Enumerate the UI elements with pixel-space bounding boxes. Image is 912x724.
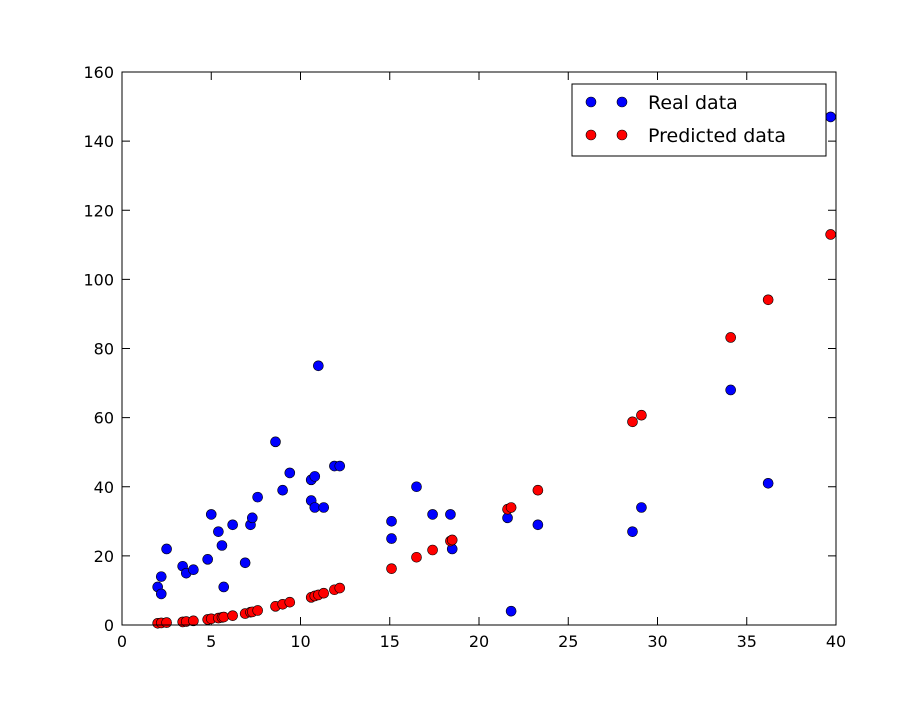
- predicted-data-point: [532, 484, 544, 496]
- legend-box: [571, 83, 827, 157]
- predicted-data-point: [725, 332, 736, 343]
- real-data-point: [762, 477, 774, 489]
- predicted-data-point: [627, 416, 638, 428]
- predicted-data-point: [411, 551, 422, 563]
- y-tick-label: 140: [83, 132, 114, 151]
- predicted-data-point: [825, 229, 836, 240]
- real-data-point: [161, 543, 172, 555]
- y-tick-label: 20: [94, 547, 114, 566]
- real-data-point: [636, 502, 647, 513]
- real-data-point: [532, 519, 544, 531]
- predicted-data-point: [227, 610, 238, 621]
- predicted-data-point: [386, 563, 397, 574]
- real-data-point: [213, 526, 224, 537]
- x-tick-label: 0: [117, 632, 127, 651]
- legend: Real data Predicted data: [571, 83, 827, 157]
- x-tick-label: 15: [380, 632, 400, 651]
- real-data-point: [825, 111, 836, 123]
- predicted-data-point: [636, 409, 647, 421]
- x-tick-label: 30: [647, 632, 667, 651]
- real-data-point: [386, 516, 397, 527]
- predicted-data-point: [318, 587, 330, 599]
- predicted-data-point: [334, 582, 346, 594]
- predicted-data-point: [427, 544, 438, 556]
- predicted-data-point: [505, 502, 517, 513]
- real-data-point: [247, 512, 258, 524]
- real-data-point: [427, 509, 438, 520]
- real-data-point: [411, 481, 422, 493]
- real-data-point: [277, 484, 288, 496]
- axis-ticks: 0 5 10 15 20 25 30 35 40 0 20 40 60 80 100 120 140 160: [83, 63, 846, 651]
- x-tick-label: 35: [737, 632, 757, 651]
- legend-marker-real-1: [585, 96, 597, 108]
- real-data-point: [284, 467, 296, 479]
- data-points: [152, 111, 836, 629]
- series-real-data: [152, 111, 836, 617]
- real-data-point: [386, 533, 397, 544]
- real-data-point: [725, 384, 736, 396]
- predicted-data-point: [446, 534, 458, 546]
- y-tick-label: 40: [94, 478, 114, 497]
- real-data-point: [270, 436, 281, 448]
- real-data-point: [252, 491, 263, 503]
- x-tick-label: 10: [290, 632, 310, 651]
- legend-marker-predicted-2: [616, 129, 628, 141]
- real-data-point: [334, 460, 346, 472]
- predicted-data-point: [188, 615, 199, 627]
- legend-entry-real: Real data: [585, 92, 738, 114]
- real-data-point: [309, 471, 321, 482]
- predicted-data-point: [161, 617, 172, 628]
- x-tick-label: 5: [206, 632, 216, 651]
- x-tick-label: 25: [558, 632, 578, 651]
- legend-marker-real-2: [616, 96, 628, 108]
- y-tick-label: 0: [104, 616, 114, 635]
- legend-label-predicted: Predicted data: [648, 125, 786, 147]
- predicted-data-point: [252, 605, 263, 616]
- real-data-point: [627, 526, 638, 537]
- real-data-point: [313, 360, 324, 372]
- real-data-point: [309, 502, 321, 513]
- real-data-point: [205, 509, 217, 520]
- y-tick-label: 100: [83, 270, 114, 289]
- y-tick-label: 160: [83, 63, 114, 82]
- real-data-point: [155, 588, 167, 600]
- legend-marker-predicted-1: [585, 129, 597, 141]
- real-data-point: [239, 557, 251, 569]
- y-tick-label: 120: [83, 201, 114, 220]
- real-data-point: [227, 519, 238, 531]
- real-data-point: [188, 564, 199, 576]
- real-data-point: [318, 502, 330, 513]
- x-tick-label: 20: [469, 632, 489, 651]
- series-predicted-data: [152, 229, 836, 629]
- real-data-point: [445, 509, 456, 520]
- y-tick-label: 80: [94, 340, 114, 359]
- legend-entry-predicted: Predicted data: [585, 125, 786, 147]
- real-data-point: [505, 605, 517, 617]
- real-data-point: [218, 581, 230, 593]
- legend-label-real: Real data: [648, 92, 738, 114]
- x-tick-label: 40: [826, 632, 846, 651]
- plot-frame: [121, 71, 837, 626]
- predicted-data-point: [218, 611, 230, 623]
- predicted-data-point: [284, 596, 296, 608]
- y-tick-label: 60: [94, 409, 114, 428]
- real-data-point: [216, 540, 228, 551]
- real-data-point: [202, 554, 213, 565]
- real-data-point: [155, 571, 167, 582]
- predicted-data-point: [762, 294, 774, 306]
